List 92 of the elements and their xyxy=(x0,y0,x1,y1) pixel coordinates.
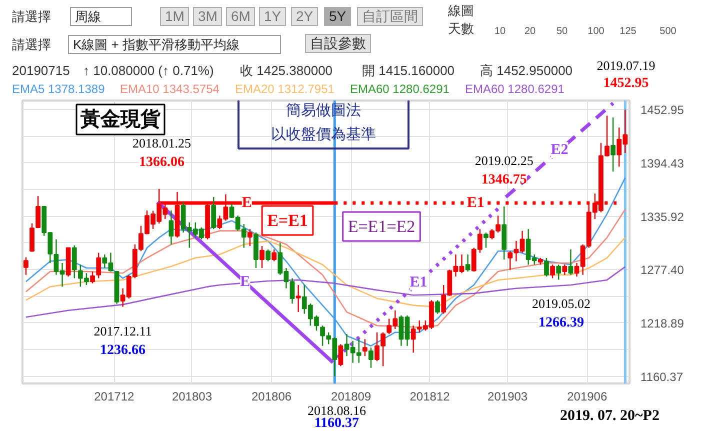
line-series xyxy=(25,208,626,328)
candlestick xyxy=(562,264,568,276)
text: 天數 xyxy=(448,21,474,36)
series-label: E xyxy=(242,195,252,212)
y-tick-label: 1277.40 xyxy=(640,263,684,278)
annotation: 1366.06 xyxy=(138,154,184,170)
x-tick-label: 201712 xyxy=(94,390,135,404)
candlestick xyxy=(90,270,95,284)
series-label: E xyxy=(240,274,250,290)
annotation: 2018.08.16 xyxy=(307,403,366,418)
text: 自訂區間 xyxy=(357,7,423,26)
text: 50 xyxy=(556,25,568,39)
series-label: E1 xyxy=(410,274,428,290)
text: 6M xyxy=(226,7,256,26)
annotation: 2019.02.25 xyxy=(474,152,534,168)
text: 1Y xyxy=(259,7,286,26)
text: 收 1425.380000 xyxy=(240,63,333,78)
candlestick xyxy=(435,300,440,314)
text: 自設參數 xyxy=(305,34,371,53)
text: K線圖 + 指數平滑移動平均線 xyxy=(68,35,280,54)
candlestick xyxy=(30,222,34,252)
line-series xyxy=(25,236,626,308)
text: 請選擇 xyxy=(12,37,51,52)
line-series xyxy=(25,266,626,318)
text: EMA60 1280.6291 xyxy=(465,82,564,97)
x-tick-label: 201803 xyxy=(172,390,212,404)
candlestick xyxy=(247,228,252,247)
text: EMA5 1378.1389 xyxy=(12,82,105,97)
text: EMA60 1280.6291 xyxy=(350,82,450,97)
annotation: 2017.12.11 xyxy=(94,323,152,338)
candlestick xyxy=(272,248,277,262)
text: 2019. 07. 20~P2 xyxy=(560,408,660,424)
annotation: E=E1=E2 xyxy=(348,217,416,236)
candlestick xyxy=(36,195,41,229)
candlestick xyxy=(266,248,271,262)
text: 5Y xyxy=(324,7,352,26)
text: 開 1415.160000 xyxy=(362,63,455,78)
annotation: 1236.66 xyxy=(100,342,146,358)
x-tick-label: 201903 xyxy=(488,390,528,404)
annotation: E=E1 xyxy=(267,211,308,230)
candlestick xyxy=(568,248,574,276)
text: 10 xyxy=(494,25,506,39)
chart-title: 黃金現貨 xyxy=(80,108,160,130)
text: EMA10 1343.5754 xyxy=(120,82,220,97)
candlestick xyxy=(96,252,102,279)
text: 1M xyxy=(160,7,190,26)
x-tick-label: 201906 xyxy=(567,390,608,404)
x-tick-label: 201809 xyxy=(331,390,372,404)
text: 3M xyxy=(193,7,222,26)
text: 100 xyxy=(588,25,604,39)
series-label: E1 xyxy=(466,195,484,212)
candlestick xyxy=(260,245,264,269)
text: 20190715 xyxy=(12,63,70,78)
text: 2019.07.19 xyxy=(596,58,656,73)
candlestick xyxy=(24,256,28,276)
text: 2Y xyxy=(291,7,318,26)
candlestick xyxy=(362,338,368,357)
candlestick xyxy=(211,196,216,230)
y-tick-label: 1452.95 xyxy=(640,103,684,118)
y-tick-label: 1218.89 xyxy=(640,316,684,330)
annotation: 1266.39 xyxy=(538,316,584,331)
text: ↑ 10.080000 (↑ 0.71%) xyxy=(83,63,214,78)
x-tick-label: 201812 xyxy=(410,390,450,404)
text: EMA20 1312.7951 xyxy=(235,82,334,97)
candlestick xyxy=(338,344,344,367)
candlestick xyxy=(544,257,549,278)
y-tick-label: 1394.43 xyxy=(640,156,684,170)
annotation: 1160.37 xyxy=(314,416,360,431)
candlestick xyxy=(465,254,470,272)
candlestick xyxy=(484,232,488,248)
candlestick xyxy=(296,284,301,313)
candlestick xyxy=(168,210,174,246)
candlestick xyxy=(368,346,374,369)
text: 1452.95 xyxy=(603,76,649,91)
annotation: 2018.01.25 xyxy=(132,135,191,150)
candlestick xyxy=(556,264,562,280)
annotation: 1346.75 xyxy=(481,172,527,188)
annotation: 2019.05.02 xyxy=(532,296,590,312)
text: 高 1452.950000 xyxy=(480,63,573,78)
text: 500 xyxy=(660,25,676,39)
text: 20 xyxy=(524,25,536,39)
y-tick-label: 1335.92 xyxy=(640,210,684,224)
text: 線圖 xyxy=(448,3,474,18)
series-label: E2 xyxy=(550,142,568,158)
candlestick xyxy=(610,116,616,172)
x-tick-label: 201806 xyxy=(252,390,292,404)
candlestick xyxy=(550,264,555,279)
text: 周線 xyxy=(70,7,132,26)
text: 125 xyxy=(620,25,636,39)
y-tick-label: 1160.37 xyxy=(640,370,684,384)
candlestick xyxy=(72,244,77,279)
text: 請選擇 xyxy=(12,9,51,24)
